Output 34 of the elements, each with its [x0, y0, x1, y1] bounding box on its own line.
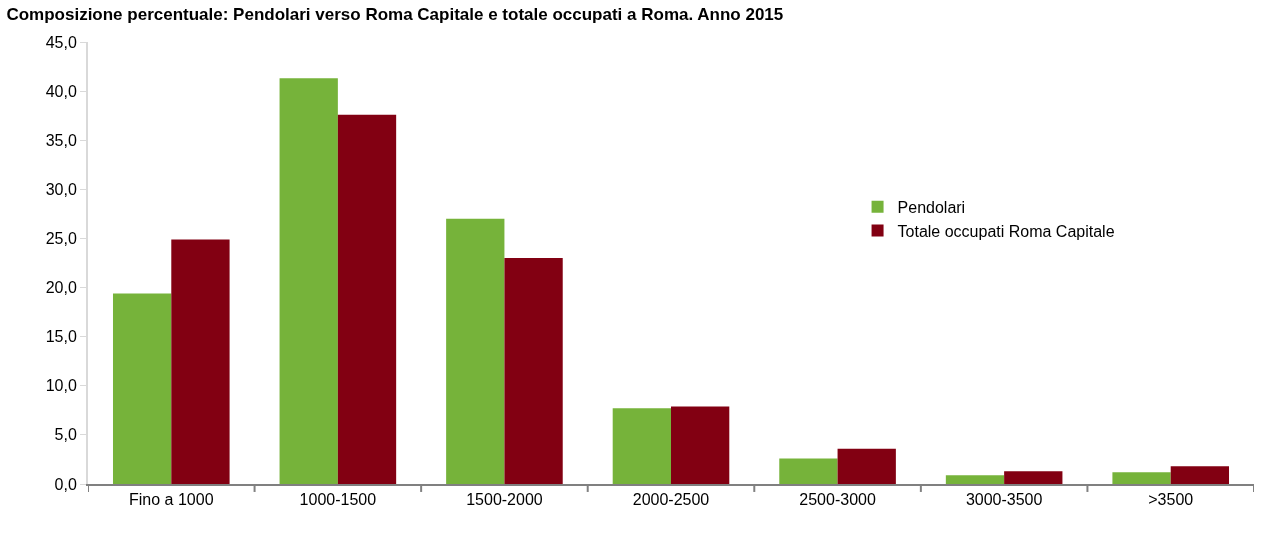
- legend-label: Pendolari: [897, 198, 966, 216]
- bar: [171, 239, 230, 484]
- y-tick-label: 40,0: [45, 82, 77, 100]
- x-tick-label: 2000-2500: [632, 491, 710, 509]
- x-tick-label: Fino a 1000: [129, 491, 214, 509]
- y-tick-label: 0,0: [54, 475, 77, 493]
- bar: [1170, 466, 1230, 484]
- x-tick-label: 1500-2000: [466, 491, 543, 509]
- y-tick-label: 30,0: [45, 180, 77, 198]
- bar: [945, 475, 1005, 484]
- bar: [504, 258, 563, 484]
- bar: [779, 458, 838, 484]
- bar: [837, 448, 896, 484]
- bar: [112, 293, 172, 484]
- x-tick-label: 2500-3000: [799, 491, 876, 509]
- bar: [1004, 471, 1063, 484]
- x-tick-label: 1000-1500: [299, 491, 377, 509]
- bar: [279, 78, 338, 484]
- legend-label: Totale occupati Roma Capitale: [897, 222, 1115, 240]
- chart-title: Composizione percentuale: Pendolari verso Roma Capitale e totale occupati a Roma. Anno 2015: [6, 4, 784, 24]
- y-tick-label: 15,0: [45, 328, 77, 346]
- bar: [337, 114, 397, 484]
- y-tick-label: 35,0: [45, 131, 77, 149]
- y-tick-label: 10,0: [45, 377, 77, 395]
- y-tick-label: 45,0: [45, 33, 77, 51]
- bar: [1112, 472, 1171, 484]
- y-tick-label: 25,0: [45, 230, 77, 248]
- y-tick-label: 5,0: [54, 426, 77, 444]
- bar: [671, 406, 730, 484]
- y-tick-label: 20,0: [45, 279, 77, 297]
- bar: [612, 408, 671, 484]
- bar: [446, 218, 505, 484]
- x-tick-label: 3000-3500: [965, 491, 1043, 509]
- x-tick-label: >3500: [1148, 491, 1194, 509]
